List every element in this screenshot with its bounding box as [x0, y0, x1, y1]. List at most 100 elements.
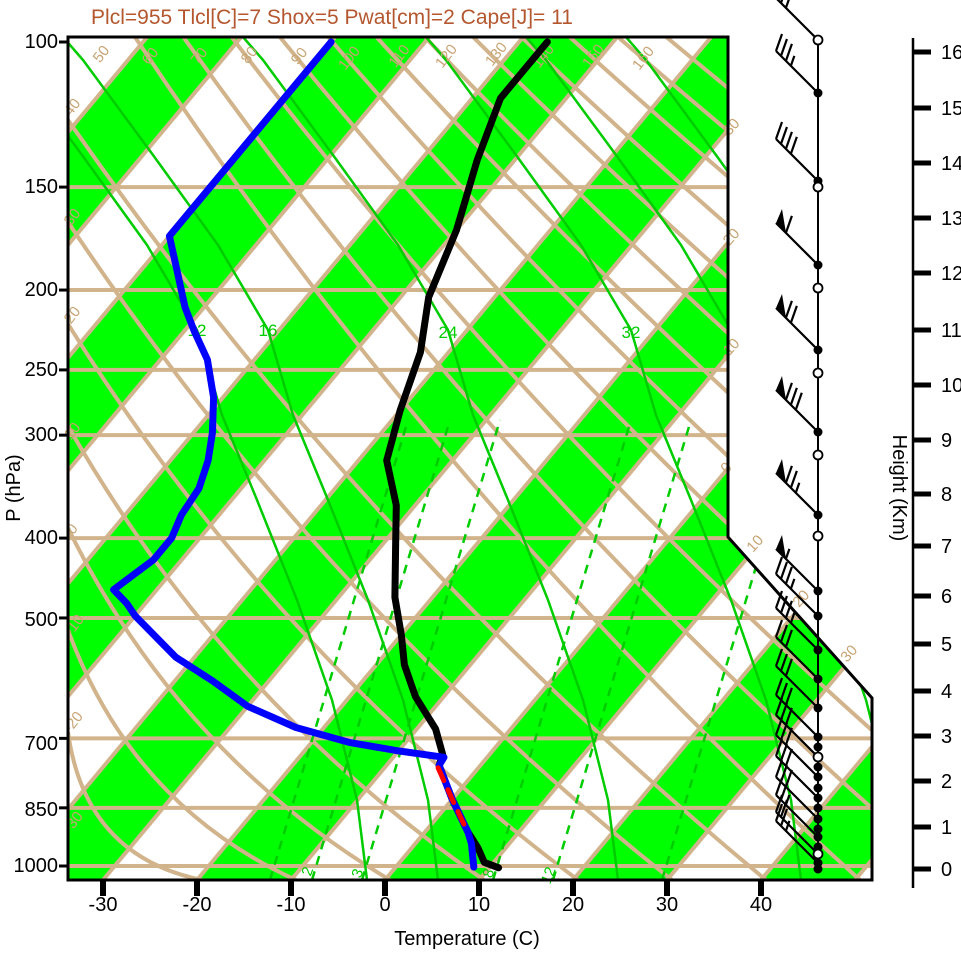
pressure-tick-label: 200: [25, 279, 58, 301]
mixing-ratio-line: [551, 419, 693, 880]
barb-shaft: [775, 776, 819, 820]
station-dot-filled: [813, 772, 823, 782]
barb-half-tick: [789, 612, 796, 624]
barb-full-tick: [784, 131, 793, 150]
pressure-tick-label: 150: [25, 176, 58, 198]
pressure-tick-label: 300: [25, 424, 58, 446]
station-dot-open: [812, 751, 824, 763]
barb-shaft: [775, 138, 819, 182]
height-tick-label: 5: [941, 634, 952, 656]
dry-adiabat-label: 90: [288, 44, 312, 68]
dry-adiabat-line: [68, 220, 674, 880]
barb-full-tick: [779, 38, 788, 57]
station-dot-filled: [813, 793, 823, 803]
moist-adiabat-label: 32: [622, 323, 641, 342]
barb-full-tick: [774, 648, 784, 667]
stripe-band: [68, 37, 806, 880]
temp-tick-label: 0: [379, 894, 390, 916]
stripe-band: [68, 37, 430, 880]
dry-adiabat-label: 120: [432, 41, 461, 71]
station-dot-filled: [813, 510, 823, 520]
barb-full-tick: [784, 748, 793, 767]
station-dot-filled: [813, 783, 823, 793]
height-tick-label: 6: [941, 586, 952, 608]
dry-adiabat-line: [68, 527, 392, 880]
isotherm-line: [571, 37, 872, 880]
dry-adiabat-line: [520, 37, 872, 880]
temp-tick-label: 30: [656, 894, 678, 916]
barb-full-tick: [779, 682, 788, 701]
barb-full-tick: [789, 470, 798, 489]
mixing-ratio-line: [310, 419, 452, 880]
height-tick-label: 12: [941, 263, 961, 285]
barb-shaft: [775, 734, 819, 778]
isotherm-line: [665, 37, 872, 880]
dry-adiabat-line: [68, 425, 486, 880]
barb-full-tick: [779, 595, 788, 614]
station-dot-filled: [813, 732, 823, 742]
chart-title: Plcl=955 Tlcl[C]=7 Shox=5 Pwat[cm]=2 Cap…: [91, 6, 573, 29]
temp-tick-label: 40: [750, 894, 772, 916]
barb-shaft: [775, 573, 819, 617]
pressure-tick-label: 400: [25, 527, 58, 549]
barb-full-tick: [784, 629, 793, 648]
barb-full-tick: [774, 803, 784, 822]
mixing-ratio-line: [268, 419, 410, 880]
station-dot-open: [812, 282, 824, 294]
barb-full-tick: [774, 677, 784, 696]
barb-full-tick: [789, 387, 798, 406]
dry-adiabat-line: [278, 37, 872, 880]
height-tick-label: 2: [941, 771, 952, 793]
barb-flag: [776, 294, 786, 318]
barb-full-tick: [784, 658, 793, 677]
station-dot-filled: [813, 674, 823, 684]
station-dot-open: [812, 848, 824, 860]
station-dot-filled: [813, 88, 823, 98]
barb-full-tick: [774, 777, 784, 796]
dry-adiabat-label: 70: [188, 44, 212, 68]
isotherm-line: [68, 37, 525, 880]
temp-tick-label: 10: [468, 894, 490, 916]
pressure-tick-label: 1000: [14, 855, 59, 877]
dry-adiabat-line: [68, 118, 768, 880]
barb-full-tick: [784, 382, 793, 401]
barb-full-tick: [779, 808, 788, 827]
station-dot-filled: [813, 345, 823, 355]
dry-adiabat-line: [133, 37, 862, 880]
height-tick-label: 16: [941, 42, 961, 64]
barb-full-tick: [774, 33, 784, 52]
barb-shaft: [775, 665, 819, 709]
dry-adiabat-line: [68, 629, 297, 880]
pressure-tick-label: 250: [25, 359, 58, 381]
height-tick-label: 3: [941, 726, 952, 748]
station-dot-filled: [813, 762, 823, 772]
pressure-axis-label: P (hPa): [3, 454, 25, 521]
station-dot-open: [812, 34, 824, 46]
dry-adiabat-label: 20: [61, 303, 85, 327]
temp-tick-label: -20: [183, 894, 212, 916]
station-dot-open: [812, 449, 824, 461]
dry-adiabat-line: [230, 37, 872, 880]
barb-shaft: [775, 636, 819, 680]
station-dot-filled: [813, 832, 823, 842]
height-tick-label: 0: [941, 859, 952, 881]
barb-shaft: [775, 755, 819, 799]
dry-adiabat-label: 60: [139, 44, 163, 68]
isotherm-line: [68, 37, 619, 880]
station-dot-open: [812, 181, 824, 193]
barb-full-tick: [774, 738, 784, 757]
barb-full-tick: [784, 687, 793, 706]
height-tick-label: 9: [941, 430, 952, 452]
plot-outline-and-axes: [59, 35, 931, 896]
dry-adiabat-line: [68, 731, 203, 880]
barb-full-tick: [789, 305, 798, 324]
isotherm-label: 0: [717, 459, 735, 477]
barb-shaft: [776, 0, 819, 41]
dry-adiabat-label: 50: [90, 42, 114, 66]
stripe-band: [68, 37, 618, 880]
height-tick-label: 15: [941, 98, 961, 120]
plot-border: [66, 35, 874, 882]
pressure-tick-label: 100: [25, 31, 58, 53]
dry-adiabat-label: 0: [63, 521, 82, 538]
